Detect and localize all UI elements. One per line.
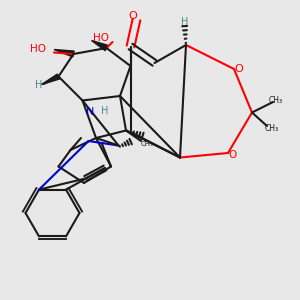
Text: O: O — [228, 149, 237, 160]
Text: CH₃: CH₃ — [141, 141, 153, 147]
Text: N: N — [86, 106, 94, 117]
Text: O: O — [234, 64, 243, 74]
Text: CH₃: CH₃ — [264, 124, 279, 133]
Polygon shape — [41, 74, 60, 85]
Text: HO: HO — [30, 44, 46, 55]
Text: HO: HO — [93, 33, 110, 43]
Text: H: H — [101, 106, 108, 116]
Polygon shape — [92, 40, 108, 51]
Text: H: H — [181, 16, 188, 27]
Polygon shape — [54, 50, 74, 57]
Text: H: H — [35, 80, 43, 90]
Text: O: O — [129, 11, 138, 21]
Text: CH₃: CH₃ — [269, 96, 283, 105]
